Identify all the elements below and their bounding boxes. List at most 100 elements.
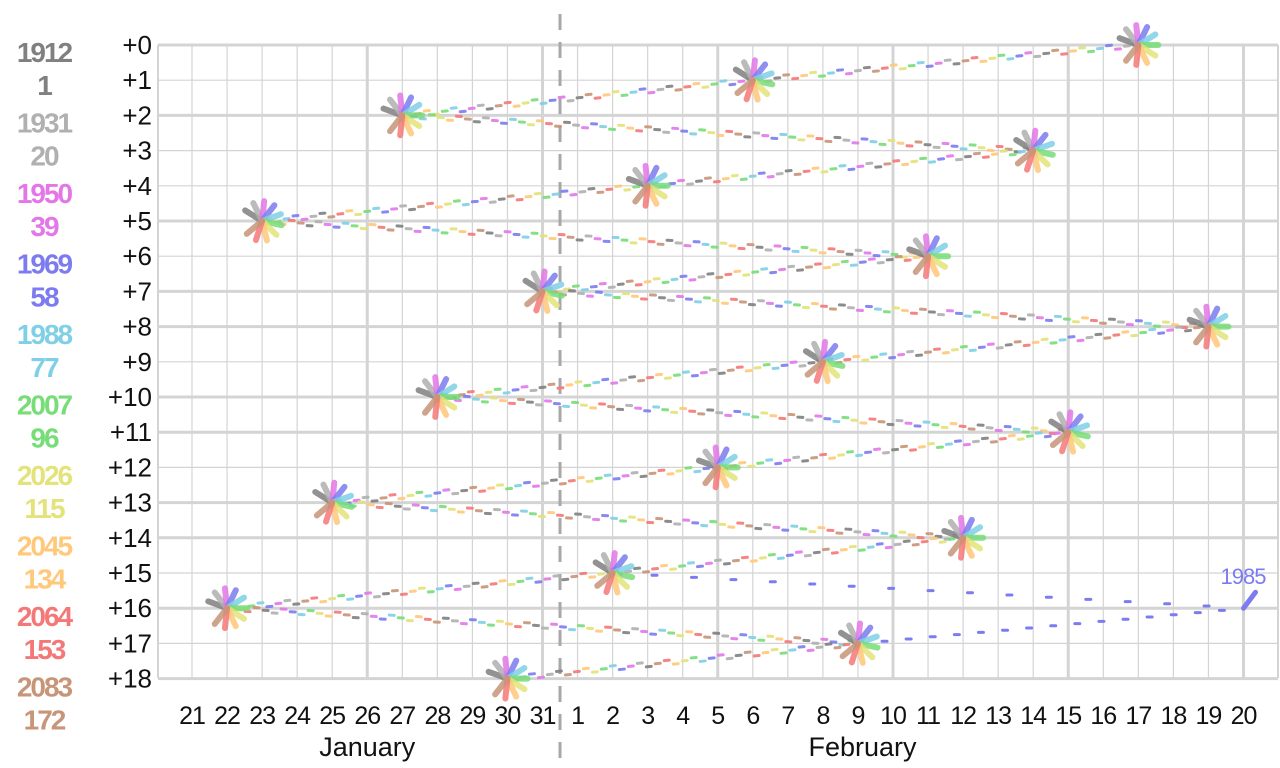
legend-offset: 58 <box>30 282 59 313</box>
x-tick-label: 8 <box>816 702 829 730</box>
y-tick-label: +8 <box>122 312 152 342</box>
x-tick-label: 3 <box>641 702 654 730</box>
y-tick-label: +0 <box>122 30 152 60</box>
legend-offset: 115 <box>24 493 65 524</box>
x-tick-label: 4 <box>676 702 690 730</box>
x-tick-label: 27 <box>389 702 415 730</box>
y-tick-label: +6 <box>122 241 152 271</box>
chart-grid <box>157 43 1279 681</box>
marker-spoke <box>1123 42 1142 64</box>
x-tick-label: 18 <box>1160 702 1186 730</box>
x-tick-label: 26 <box>354 702 380 730</box>
marker-spoke <box>422 394 441 416</box>
pinwheel-marker <box>380 92 426 139</box>
x-tick-label: 16 <box>1090 702 1116 730</box>
legend-year: 1912 <box>17 37 73 68</box>
x-tick-label: 9 <box>851 702 864 730</box>
marker-spoke <box>524 288 546 308</box>
legend-year: 1950 <box>17 178 73 209</box>
annotation-marker <box>1241 589 1258 611</box>
x-tick-label: 20 <box>1231 702 1257 730</box>
marker-spoke <box>912 253 932 275</box>
y-tick-label: +9 <box>122 347 152 377</box>
x-tick-label: 1 <box>571 702 584 730</box>
y-axis-labels: +0 +1 +2 +3 +4 +5 +6 +7 +8 +9 +10 +11 +12 +13 +14 +15 +1… <box>108 30 152 694</box>
y-tick-label: +17 <box>108 628 152 658</box>
pinwheel-marker <box>941 514 987 561</box>
y-tick-label: +1 <box>122 65 152 95</box>
pinwheel-marker <box>802 338 846 385</box>
legend-offset: 77 <box>30 352 59 383</box>
y-tick-label: +15 <box>108 558 152 588</box>
pinwheel-marker <box>485 655 531 702</box>
legend-offset: 134 <box>24 564 67 595</box>
x-tick-label: 31 <box>530 702 556 730</box>
pinwheel-marker <box>837 620 881 666</box>
x-axis-labels: 21 22 23 24 25 26 27 28 29 30 31 1 2 3 4 5 6 7 8 9 10 11 12 13 1… <box>179 702 1257 762</box>
x-tick-label: 22 <box>214 702 240 730</box>
x-tick-label: 12 <box>950 702 976 730</box>
x-tick-label: 19 <box>1196 702 1222 730</box>
pinwheel-marker <box>1116 22 1162 68</box>
pinwheel-marker <box>522 268 566 314</box>
legend-offset: 1 <box>37 70 52 101</box>
marker-spoke <box>947 534 967 557</box>
y-tick-label: +7 <box>122 276 152 306</box>
y-tick-label: +13 <box>108 488 152 518</box>
x-tick-label: 15 <box>1055 702 1081 730</box>
x-tick-label: 13 <box>985 702 1011 730</box>
legend-year: 2026 <box>17 460 73 491</box>
marker-spoke <box>211 605 231 627</box>
x-tick-label: 14 <box>1020 702 1047 730</box>
x-tick-label: 24 <box>284 702 311 730</box>
legend: 1912119312019503919695819887720079620261… <box>17 37 76 736</box>
marker-spoke <box>1049 429 1072 449</box>
marker-spoke <box>313 499 336 519</box>
marker-spoke <box>1193 323 1212 346</box>
pinwheel-marker <box>732 57 776 103</box>
legend-year: 2083 <box>17 672 73 703</box>
y-tick-label: +11 <box>110 417 152 447</box>
marker-spoke <box>386 112 406 135</box>
month-label: February <box>809 732 918 762</box>
x-tick-label: 29 <box>459 702 485 730</box>
x-tick-label: 21 <box>179 702 205 730</box>
chart-series <box>225 41 1258 682</box>
x-tick-label: 23 <box>249 702 275 730</box>
legend-year: 1931 <box>17 108 73 139</box>
legend-year: 2045 <box>17 531 73 562</box>
marker-spoke <box>839 640 861 660</box>
chart-markers <box>205 22 1232 702</box>
annotation-label: 1985 <box>1221 564 1267 589</box>
x-tick-label: 11 <box>916 702 940 730</box>
legend-year: 2064 <box>17 601 74 632</box>
y-tick-label: +14 <box>108 523 152 553</box>
pinwheel-marker <box>906 233 952 280</box>
legend-offset: 20 <box>30 141 59 172</box>
x-tick-label: 30 <box>495 702 521 730</box>
legend-offset: 172 <box>24 705 66 736</box>
pinwheel-marker <box>1186 303 1232 350</box>
legend-year: 2007 <box>17 390 73 421</box>
x-tick-label: 28 <box>424 702 450 730</box>
y-tick-label: +4 <box>122 171 152 201</box>
marker-spoke <box>243 218 266 237</box>
pinwheel-marker <box>205 585 251 632</box>
x-tick-label: 5 <box>711 702 724 730</box>
y-tick-label: +12 <box>108 452 152 482</box>
pinwheel-marker <box>312 479 355 526</box>
y-tick-label: +5 <box>122 206 152 236</box>
pinwheel-marker <box>242 198 285 244</box>
pinwheel-marker <box>625 162 671 209</box>
x-tick-label: 7 <box>781 702 794 730</box>
x-tick-label: 17 <box>1125 702 1151 730</box>
x-tick-label: 2 <box>606 702 619 730</box>
legend-offset: 96 <box>30 423 59 454</box>
y-tick-label: +16 <box>108 593 152 623</box>
pinwheel-marker <box>415 374 461 420</box>
marker-spoke <box>734 77 756 97</box>
pinwheel-marker <box>1013 127 1056 174</box>
y-tick-label: +3 <box>122 136 152 166</box>
pinwheel-marker <box>592 550 636 596</box>
